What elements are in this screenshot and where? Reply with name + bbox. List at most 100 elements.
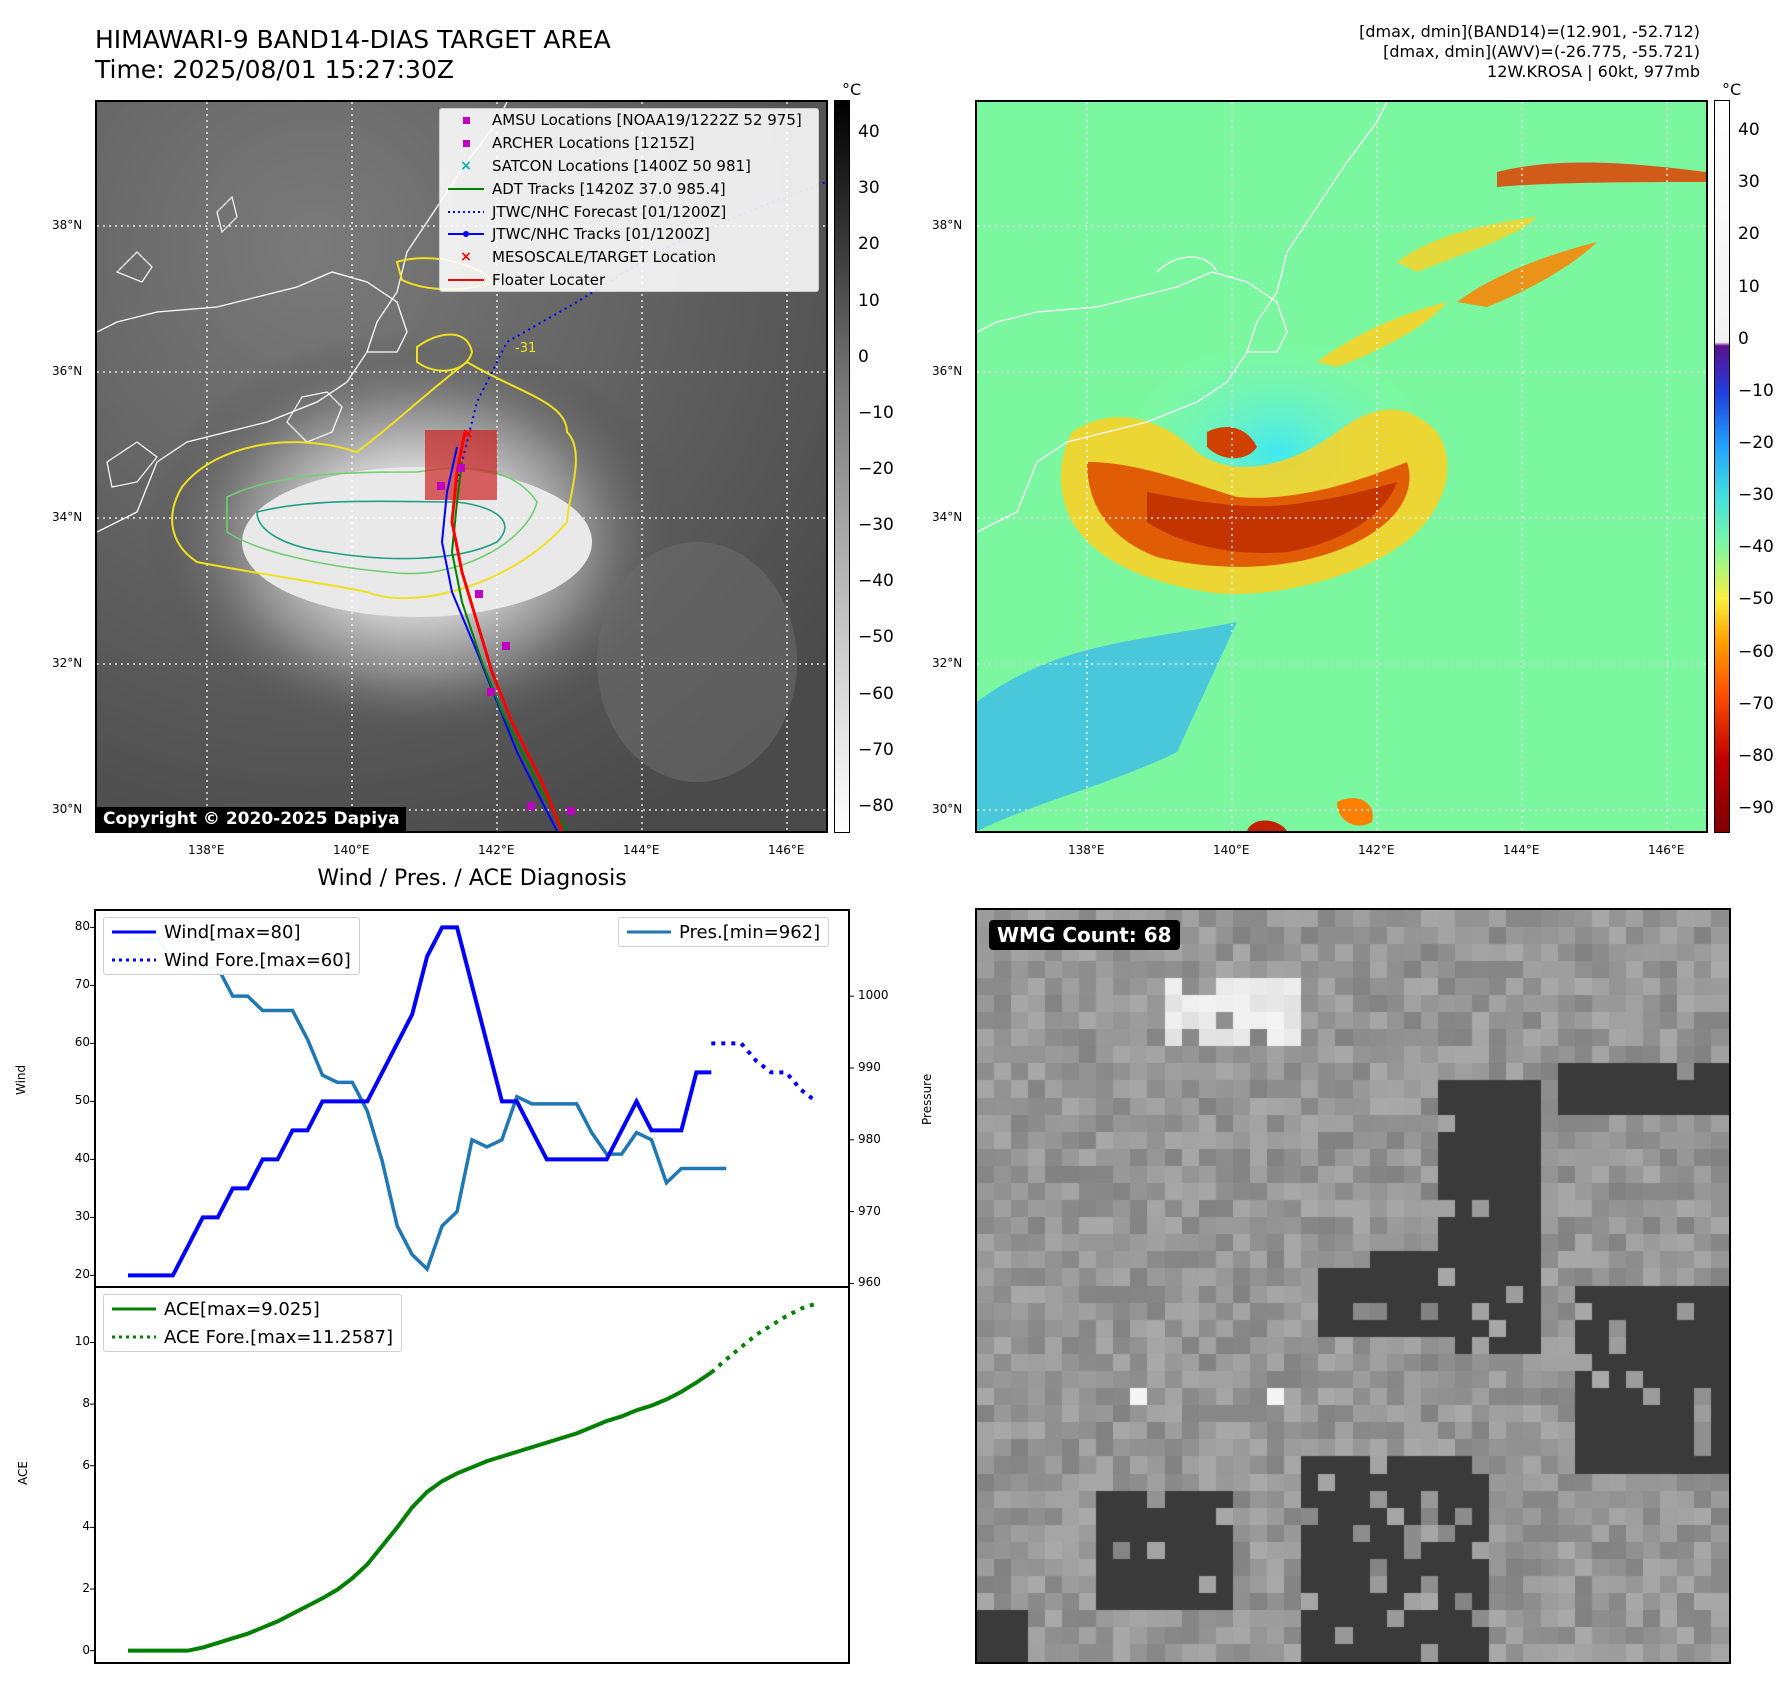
y-tick-label: 990 <box>858 1059 881 1074</box>
colorbar-tick-label: 20 <box>1738 224 1760 245</box>
x-marker-icon: × <box>460 157 472 174</box>
colorbar-tick-label: −90 <box>1738 797 1774 818</box>
figure-title: HIMAWARI-9 BAND14-DIAS TARGET AREA <box>95 25 611 54</box>
pressure-ylabel: Pressure <box>920 1073 934 1125</box>
colorbar-tick-label: −40 <box>1738 537 1774 558</box>
awv-range: [dmax, dmin](AWV)=(-26.775, -55.721) <box>1383 42 1700 61</box>
colorbar-tick-label: −80 <box>858 795 894 816</box>
legend-item-mesoscale: × MESOSCALE/TARGET Location <box>440 246 818 269</box>
colorbar-tick-label: −10 <box>858 402 894 423</box>
wind-series-line <box>128 925 712 1278</box>
lon-tick: 146°E <box>1648 843 1685 857</box>
awv-satellite-map <box>975 100 1708 833</box>
legend-item-wind-forecast: Wind Fore.[max=60] <box>104 946 359 974</box>
y-tick-label: 8 <box>82 1396 90 1411</box>
colorbar-tick-label: −20 <box>1738 432 1774 453</box>
lat-tick: 36°N <box>52 364 83 378</box>
colorbar-tick-label: −70 <box>858 739 894 760</box>
colorbar-tick-label: 40 <box>1738 120 1760 141</box>
y-tick-label: 960 <box>858 1275 881 1290</box>
ir-satellite-map: -31 × AMSU Locations [NOAA19/1222Z 52 97… <box>95 100 828 833</box>
colorbar-tick-label: −60 <box>1738 641 1774 662</box>
legend-label: JTWC/NHC Forecast [01/1200Z] <box>492 202 727 221</box>
y-tick-label: 80 <box>74 919 90 934</box>
y-tick-label: 4 <box>82 1519 90 1534</box>
y-tick-label: 50 <box>74 1093 90 1108</box>
colorbar-tick-label: −70 <box>1738 693 1774 714</box>
awv-colorbar <box>1714 100 1730 833</box>
legend-item-archer: ARCHER Locations [1215Z] <box>440 132 818 155</box>
colorbar-tick-label: −50 <box>1738 589 1774 610</box>
wmg-panel: WMG Count: 68 <box>975 908 1731 1664</box>
square-marker-icon <box>462 116 470 124</box>
awv-map-canvas <box>977 102 1706 831</box>
line-marker-icon <box>448 278 484 281</box>
lat-tick: 38°N <box>52 218 83 232</box>
lon-tick: 140°E <box>333 843 370 857</box>
y-tick-label: 1000 <box>858 988 889 1003</box>
pressure-series-line <box>128 936 727 1273</box>
ace-ylabel: ACE <box>16 1461 30 1485</box>
svg-text:×: × <box>462 426 474 442</box>
wmg-count-badge: WMG Count: 68 <box>989 920 1180 950</box>
lat-tick: 36°N <box>932 364 963 378</box>
colorbar-tick-label: 20 <box>858 234 880 255</box>
contour-label: -31 <box>515 341 536 356</box>
colorbar-tick-label: −10 <box>1738 380 1774 401</box>
square-marker-icon <box>462 139 470 147</box>
legend-label: AMSU Locations [NOAA19/1222Z 52 975] <box>492 111 802 130</box>
legend-item-satcon: × SATCON Locations [1400Z 50 981] <box>440 155 818 178</box>
legend-item-amsu: AMSU Locations [NOAA19/1222Z 52 975] <box>440 109 818 132</box>
colorbar-tick-label: 40 <box>858 122 880 143</box>
colorbar-tick-label: 30 <box>1738 172 1760 193</box>
solid-line-icon <box>112 930 156 934</box>
legend-label: ARCHER Locations [1215Z] <box>492 134 695 153</box>
legend-item-wind: Wind[max=80] <box>104 918 359 946</box>
band14-range: [dmax, dmin](BAND14)=(12.901, -52.712) <box>1359 22 1700 41</box>
y-tick-label: 40 <box>74 1151 90 1166</box>
legend-label: MESOSCALE/TARGET Location <box>492 248 717 267</box>
legend-item-adt: ADT Tracks [1420Z 37.0 985.4] <box>440 177 818 200</box>
dotted-line-icon <box>112 958 156 962</box>
figure-time: Time: 2025/08/01 15:27:30Z <box>95 55 454 84</box>
dotted-line-icon <box>112 1335 156 1339</box>
colorbar-tick-label: −40 <box>858 571 894 592</box>
legend-item-tracks: JTWC/NHC Tracks [01/1200Z] <box>440 223 818 246</box>
copyright-badge: Copyright © 2020-2025 Dapiya <box>97 807 406 831</box>
lat-tick: 30°N <box>52 802 83 816</box>
legend-item-forecast: JTWC/NHC Forecast [01/1200Z] <box>440 200 818 223</box>
line-marker-icon <box>448 187 484 190</box>
wind-forecast-series-line <box>711 1041 818 1103</box>
legend-label: SATCON Locations [1400Z 50 981] <box>492 156 751 175</box>
colorbar-tick-label: 10 <box>1738 276 1760 297</box>
colorbar-tick-label: −30 <box>1738 485 1774 506</box>
lat-tick: 32°N <box>52 656 83 670</box>
ir-colorbar-unit: °C <box>842 80 862 99</box>
ace-legend: ACE[max=9.025] ACE Fore.[max=11.2587] <box>103 1294 402 1352</box>
solid-line-icon <box>112 1307 156 1311</box>
legend-label: Floater Locater <box>492 270 606 289</box>
map-legend: AMSU Locations [NOAA19/1222Z 52 975] ARC… <box>439 108 819 293</box>
y-tick-label: 20 <box>74 1267 90 1282</box>
lon-tick: 138°E <box>1068 843 1105 857</box>
legend-label: Wind Fore.[max=60] <box>164 949 351 971</box>
y-tick-label: 6 <box>82 1457 90 1472</box>
legend-label: Wind[max=80] <box>164 921 301 943</box>
legend-label: JTWC/NHC Tracks [01/1200Z] <box>492 225 710 244</box>
y-tick-label: 70 <box>74 977 90 992</box>
wind-legend: Wind[max=80] Wind Fore.[max=60] <box>103 917 360 975</box>
colorbar-tick-label: −20 <box>858 459 894 479</box>
y-tick-label: 30 <box>74 1209 90 1224</box>
colorbar-tick-label: −60 <box>858 683 894 704</box>
colorbar-tick-label: −50 <box>858 627 894 648</box>
y-tick-label: 2 <box>82 1581 90 1596</box>
legend-label: ACE Fore.[max=11.2587] <box>164 1326 393 1348</box>
awv-colorbar-unit: °C <box>1722 80 1742 99</box>
lat-tick: 34°N <box>52 510 83 524</box>
lon-tick: 138°E <box>188 843 225 857</box>
pressure-legend: Pres.[min=962] <box>618 917 830 947</box>
lat-tick: 30°N <box>932 802 963 816</box>
colorbar-tick-label: 0 <box>1738 328 1749 349</box>
y-tick-label: 10 <box>74 1334 90 1349</box>
